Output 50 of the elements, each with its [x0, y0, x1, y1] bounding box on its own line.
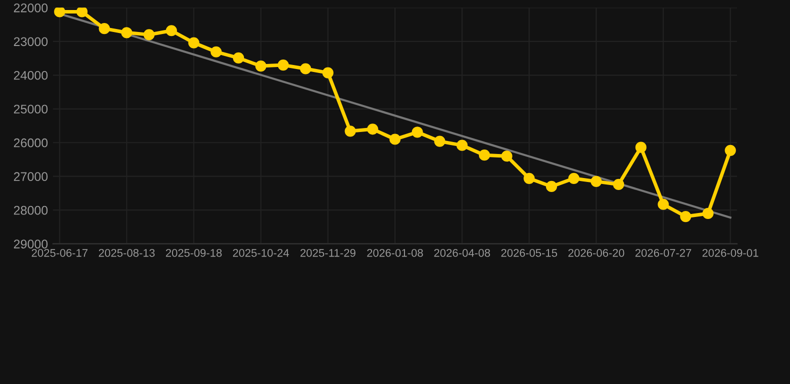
point — [76, 8, 88, 18]
point — [456, 140, 468, 151]
y-tick-label: 24000 — [14, 70, 48, 80]
point — [300, 63, 312, 74]
point — [501, 150, 512, 162]
y-tick-label: 22000 — [14, 3, 48, 12]
point — [546, 180, 558, 192]
point — [166, 25, 177, 36]
point — [613, 178, 624, 190]
y-tick-label: 25000 — [14, 104, 48, 114]
y-tick-label: 27000 — [14, 172, 48, 182]
x-tick-label: 2026-07-27 — [635, 248, 692, 257]
x-tick-label: 2026-05-15 — [501, 248, 558, 257]
point — [568, 172, 580, 184]
point — [322, 67, 334, 78]
point — [232, 52, 244, 64]
x-tick-label: 2026-06-20 — [568, 248, 624, 257]
point — [524, 172, 535, 184]
point — [54, 8, 66, 18]
point — [188, 37, 200, 48]
x-tick-label: 2026-04-08 — [434, 248, 490, 257]
point — [121, 27, 132, 38]
point — [144, 29, 155, 40]
point — [635, 142, 646, 153]
y-tick-label: 23000 — [14, 37, 48, 46]
x-tick-label: 2025-09-18 — [166, 248, 222, 257]
y-tick-label: 29000 — [14, 240, 48, 248]
point — [478, 150, 490, 161]
y-tick-label: 28000 — [14, 206, 48, 215]
point — [680, 210, 692, 222]
point — [724, 144, 736, 156]
y-tick-label: 26000 — [14, 138, 48, 148]
point — [389, 134, 401, 145]
point — [255, 60, 266, 72]
x-tick-label: 2026-01-08 — [367, 248, 423, 257]
point — [702, 208, 714, 220]
point — [658, 198, 669, 210]
point — [210, 46, 222, 58]
point — [434, 136, 446, 147]
x-tick-label: 2025-10-24 — [233, 248, 289, 257]
point — [278, 59, 289, 71]
point — [98, 23, 110, 34]
point — [344, 126, 356, 137]
x-tick-label: 2025-08-13 — [98, 248, 155, 257]
x-tick-label: 2025-06-17 — [32, 248, 88, 257]
x-tick-label: 2026-09-01 — [702, 248, 758, 257]
point — [590, 176, 602, 187]
point — [412, 126, 423, 138]
point — [367, 124, 378, 135]
x-tick-label: 2025-11-29 — [300, 248, 356, 257]
